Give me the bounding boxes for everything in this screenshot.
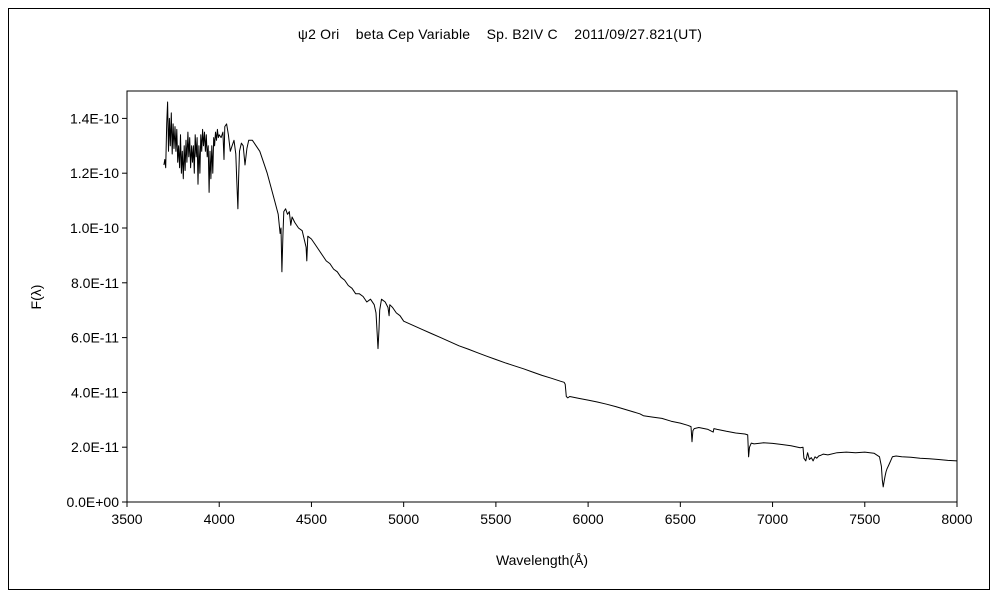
plot-frame — [126, 90, 958, 503]
y-tick-label: 1.2E-10 — [70, 165, 119, 181]
y-tick-label: 2.0E-11 — [71, 439, 119, 455]
x-tick-label: 3500 — [111, 511, 142, 527]
y-tick-label: 1.4E-10 — [70, 110, 119, 126]
y-tick-label: 8.0E-11 — [71, 275, 119, 291]
y-tick-label: 6.0E-11 — [71, 330, 119, 346]
chart-title: ψ2 Ori beta Cep Variable Sp. B2IV C 2011… — [297, 26, 703, 42]
y-axis-label: F(λ) — [28, 285, 44, 310]
spectrum-line — [163, 101, 958, 488]
x-tick-label: 6500 — [665, 511, 696, 527]
y-tick-label: 1.0E-10 — [70, 220, 119, 236]
x-tick-label: 6000 — [573, 511, 604, 527]
series-group — [163, 101, 958, 488]
y-axis-ticks — [122, 117, 127, 503]
y-axis-tick-labels: 0.0E+00 2.0E-11 4.0E-11 6.0E-11 8.0E-11 1.0E-… — [66, 110, 119, 510]
y-tick-label: 0.0E+00 — [66, 494, 119, 510]
x-tick-label: 5000 — [388, 511, 419, 527]
y-tick-label: 4.0E-11 — [71, 384, 119, 400]
x-tick-label: 4000 — [204, 511, 235, 527]
x-tick-label: 7500 — [849, 511, 880, 527]
x-tick-label: 4500 — [296, 511, 327, 527]
x-tick-label: 5500 — [480, 511, 511, 527]
x-tick-label: 7000 — [757, 511, 788, 527]
x-tick-label: 8000 — [941, 511, 972, 527]
x-axis-tick-labels: 3500 4000 4500 5000 5500 6000 6500 7000 7500 8000 — [111, 511, 972, 527]
x-axis-ticks — [126, 502, 958, 507]
x-axis-label: Wavelength(Å) — [496, 552, 588, 568]
